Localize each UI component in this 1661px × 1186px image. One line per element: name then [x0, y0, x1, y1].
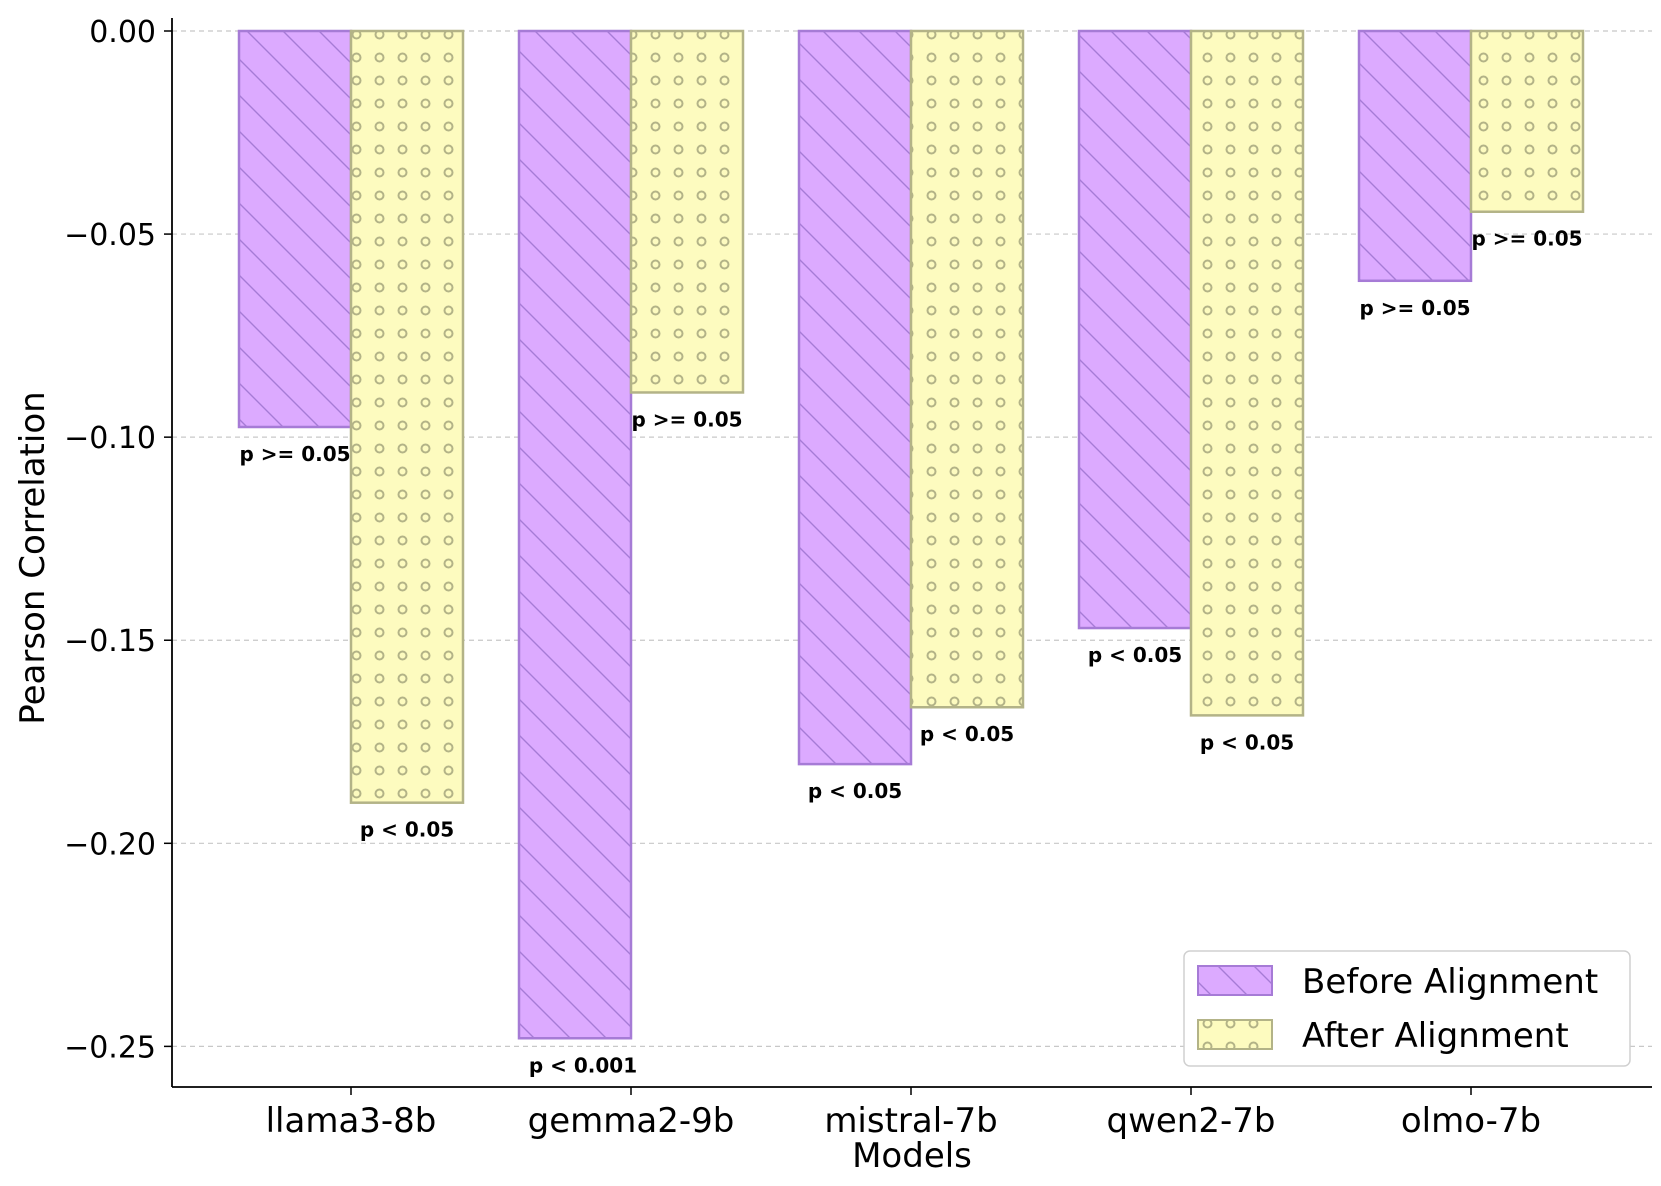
y-tick-label: −0.15 [64, 624, 156, 659]
bar-after-mistral-7b [909, 29, 1025, 709]
p-value-label: p >= 0.05 [239, 442, 350, 466]
legend-label-before: Before Alignment [1302, 962, 1598, 1002]
p-value-label: p >= 0.05 [1359, 296, 1470, 320]
bar-before-olmo-7b [1357, 29, 1473, 283]
bar-before-qwen2-7b [1077, 29, 1193, 630]
p-value-label: p < 0.05 [808, 779, 902, 803]
p-value-label: p < 0.05 [1088, 643, 1182, 667]
y-tick-label: −0.25 [64, 1030, 156, 1065]
bar-after-qwen2-7b [1189, 29, 1305, 717]
p-value-label: p >= 0.05 [631, 407, 742, 431]
axes: 0.00 −0.05 −0.10 −0.15 −0.20 −0.25 llama3-8b ge… [64, 15, 1652, 1141]
legend-swatch-after [1197, 1019, 1273, 1050]
y-tick-label: −0.10 [64, 421, 156, 456]
x-tick-label: mistral-7b [824, 1101, 997, 1141]
p-value-label: p < 0.05 [360, 818, 454, 842]
y-axis-title: Pearson Correlation [13, 391, 53, 724]
bar-after-llama3-8b [349, 29, 465, 804]
p-value-label: p < 0.05 [920, 722, 1014, 746]
bar-before-mistral-7b [797, 29, 913, 766]
y-tick-label: −0.20 [64, 827, 156, 862]
bar-before-llama3-8b [237, 29, 353, 429]
x-tick-label: llama3-8b [266, 1101, 437, 1141]
legend: Before Alignment After Alignment [1183, 950, 1631, 1067]
bar-before-gemma2-9b [517, 29, 633, 1040]
bar-after-olmo-7b [1469, 29, 1585, 213]
x-tick-label: qwen2-7b [1107, 1101, 1276, 1141]
x-tick-label: gemma2-9b [528, 1101, 735, 1141]
legend-label-after: After Alignment [1302, 1016, 1569, 1056]
p-value-label: p >= 0.05 [1471, 227, 1582, 251]
p-value-label: p < 0.001 [529, 1053, 637, 1077]
bar-after-gemma2-9b [629, 29, 745, 394]
p-value-label: p < 0.05 [1200, 730, 1294, 754]
p-value-labels: p >= 0.05 p < 0.001 p < 0.05 p < 0.05 p >= 0… [239, 227, 1582, 1078]
y-tick-label: 0.00 [89, 15, 156, 50]
legend-frame [1183, 950, 1631, 1067]
bars [237, 29, 1585, 1040]
legend-swatch-before [1197, 965, 1273, 996]
x-axis-title: Models [852, 1136, 972, 1176]
y-tick-label: −0.05 [64, 218, 156, 253]
x-tick-label: olmo-7b [1401, 1101, 1541, 1141]
